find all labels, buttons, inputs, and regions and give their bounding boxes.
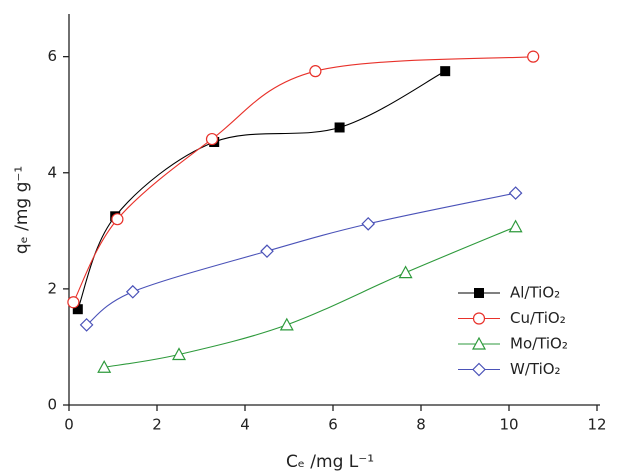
marker xyxy=(125,284,140,299)
marker xyxy=(205,132,219,146)
legend-label: W/TiO₂ xyxy=(510,360,561,378)
y-tick-label: 0 xyxy=(47,396,57,414)
marker xyxy=(309,65,322,78)
marker xyxy=(440,66,451,77)
marker xyxy=(471,336,487,350)
marker xyxy=(111,213,124,226)
marker xyxy=(72,304,83,315)
marker xyxy=(79,318,94,332)
marker xyxy=(474,288,484,298)
marker xyxy=(508,186,523,200)
marker xyxy=(398,265,413,279)
legend-label: Cu/TiO₂ xyxy=(510,309,566,327)
x-tick-label: 6 xyxy=(328,416,338,434)
marker xyxy=(279,317,294,331)
y-tick-label: 6 xyxy=(47,47,57,65)
x-tick-label: 10 xyxy=(499,416,518,434)
series-line xyxy=(72,56,534,303)
y-axis-label: qₑ /mg g⁻¹ xyxy=(12,166,32,254)
marker xyxy=(508,219,523,233)
marker xyxy=(334,122,345,133)
marker xyxy=(171,347,187,361)
marker xyxy=(472,312,486,325)
x-axis-label: Cₑ /mg L⁻¹ xyxy=(286,452,374,472)
y-tick-label: 4 xyxy=(47,163,57,181)
series-line xyxy=(104,226,516,368)
legend-label: Al/TiO₂ xyxy=(510,284,560,302)
x-tick-label: 8 xyxy=(416,416,426,434)
x-tick-label: 12 xyxy=(587,416,606,434)
marker xyxy=(527,50,540,63)
legend-label: Mo/TiO₂ xyxy=(510,335,568,353)
x-tick-label: 4 xyxy=(240,416,250,434)
marker xyxy=(361,217,376,231)
y-tick-label: 2 xyxy=(47,279,57,297)
series-line xyxy=(86,192,516,326)
marker xyxy=(260,244,274,258)
x-tick-label: 2 xyxy=(152,416,162,434)
x-tick-label: 0 xyxy=(64,416,74,434)
series-line xyxy=(77,70,446,310)
marker xyxy=(97,360,112,373)
marker xyxy=(472,362,486,377)
marker xyxy=(67,296,80,309)
